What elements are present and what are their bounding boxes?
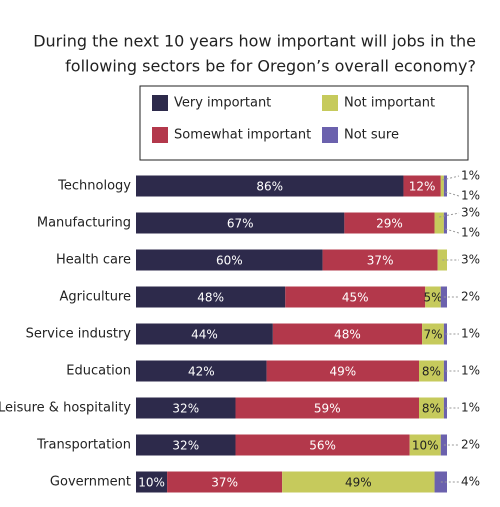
- category-label: Government: [50, 475, 131, 490]
- data-label: 10%: [138, 476, 165, 490]
- chart-title: following sectors be for Oregon’s overal…: [65, 57, 476, 76]
- data-label: 1%: [461, 189, 480, 203]
- bar-segment: [136, 175, 404, 197]
- leader-line: [442, 175, 460, 181]
- data-label: 56%: [309, 439, 336, 453]
- data-label: 60%: [216, 254, 243, 268]
- leader-line: [445, 191, 460, 197]
- leader-line: [439, 212, 460, 218]
- legend-label: Not sure: [344, 128, 399, 143]
- legend-swatch: [152, 127, 168, 143]
- bar-segment: [136, 212, 345, 234]
- data-label: 48%: [334, 328, 361, 342]
- data-label: 67%: [227, 217, 254, 231]
- data-label: 7%: [423, 328, 442, 342]
- bar-segment: [419, 360, 444, 382]
- category-label: Education: [66, 364, 131, 379]
- bar-segment: [434, 212, 444, 234]
- data-label: 2%: [461, 438, 480, 452]
- data-label: 29%: [376, 217, 403, 231]
- data-label: 10%: [412, 439, 439, 453]
- bar-segment: [136, 471, 168, 493]
- data-label: 86%: [256, 180, 283, 194]
- data-label: 1%: [461, 327, 480, 341]
- bar-segment: [443, 175, 447, 197]
- category-label: Service industry: [26, 327, 132, 342]
- data-label: 49%: [329, 365, 356, 379]
- category-label: Transportation: [36, 438, 131, 453]
- bar-segment: [167, 471, 283, 493]
- category-label: Manufacturing: [37, 216, 131, 231]
- bar-segment: [136, 286, 286, 308]
- bar-segment: [136, 360, 267, 382]
- bar-segment: [322, 249, 438, 271]
- bar-segment: [136, 323, 273, 345]
- legend-swatch: [322, 95, 338, 111]
- chart-title: During the next 10 years how important w…: [33, 32, 476, 51]
- data-label: 1%: [461, 226, 480, 240]
- data-label: 1%: [461, 401, 480, 415]
- data-label: 2%: [461, 290, 480, 304]
- bar-segment: [422, 323, 444, 345]
- data-label: 37%: [211, 476, 238, 490]
- data-label: 37%: [367, 254, 394, 268]
- legend-label: Not important: [344, 96, 435, 111]
- category-label: Leisure & hospitality: [0, 401, 131, 416]
- data-label: 3%: [461, 253, 480, 267]
- data-label: 8%: [422, 365, 441, 379]
- bar-segment: [344, 212, 435, 234]
- category-label: Technology: [57, 179, 131, 194]
- leader-line: [445, 228, 460, 234]
- data-label: 3%: [461, 206, 480, 220]
- legend-swatch: [322, 127, 338, 143]
- data-label: 5%: [423, 291, 442, 305]
- bar-segment: [282, 471, 435, 493]
- bar-segment: [419, 397, 444, 419]
- bar-segment: [443, 212, 447, 234]
- data-label: 1%: [461, 364, 480, 378]
- data-label: 45%: [342, 291, 369, 305]
- legend-swatch: [152, 95, 168, 111]
- data-label: 44%: [191, 328, 218, 342]
- bar-segment: [285, 286, 426, 308]
- bar-segment: [425, 286, 441, 308]
- data-label: 4%: [461, 475, 480, 489]
- data-label: 8%: [422, 402, 441, 416]
- legend-box: [139, 85, 469, 161]
- bar-segment: [409, 434, 441, 456]
- category-label: Agriculture: [60, 290, 132, 305]
- category-label: Health care: [56, 253, 131, 268]
- data-label: 59%: [314, 402, 341, 416]
- data-label: 48%: [197, 291, 224, 305]
- bar-segment: [235, 434, 410, 456]
- legend-label: Very important: [174, 96, 271, 111]
- bar-segment: [440, 175, 444, 197]
- data-label: 12%: [409, 180, 436, 194]
- data-label: 49%: [345, 476, 372, 490]
- data-label: 32%: [172, 402, 199, 416]
- bar-segment: [136, 434, 236, 456]
- data-label: 42%: [188, 365, 215, 379]
- bar-segment: [235, 397, 420, 419]
- data-label: 32%: [172, 439, 199, 453]
- bar-segment: [136, 397, 236, 419]
- bar-segment: [403, 175, 441, 197]
- legend-label: Somewhat important: [174, 128, 311, 143]
- bar-segment: [136, 249, 323, 271]
- bar-segment: [266, 360, 420, 382]
- data-label: 1%: [461, 169, 480, 183]
- bar-segment: [272, 323, 423, 345]
